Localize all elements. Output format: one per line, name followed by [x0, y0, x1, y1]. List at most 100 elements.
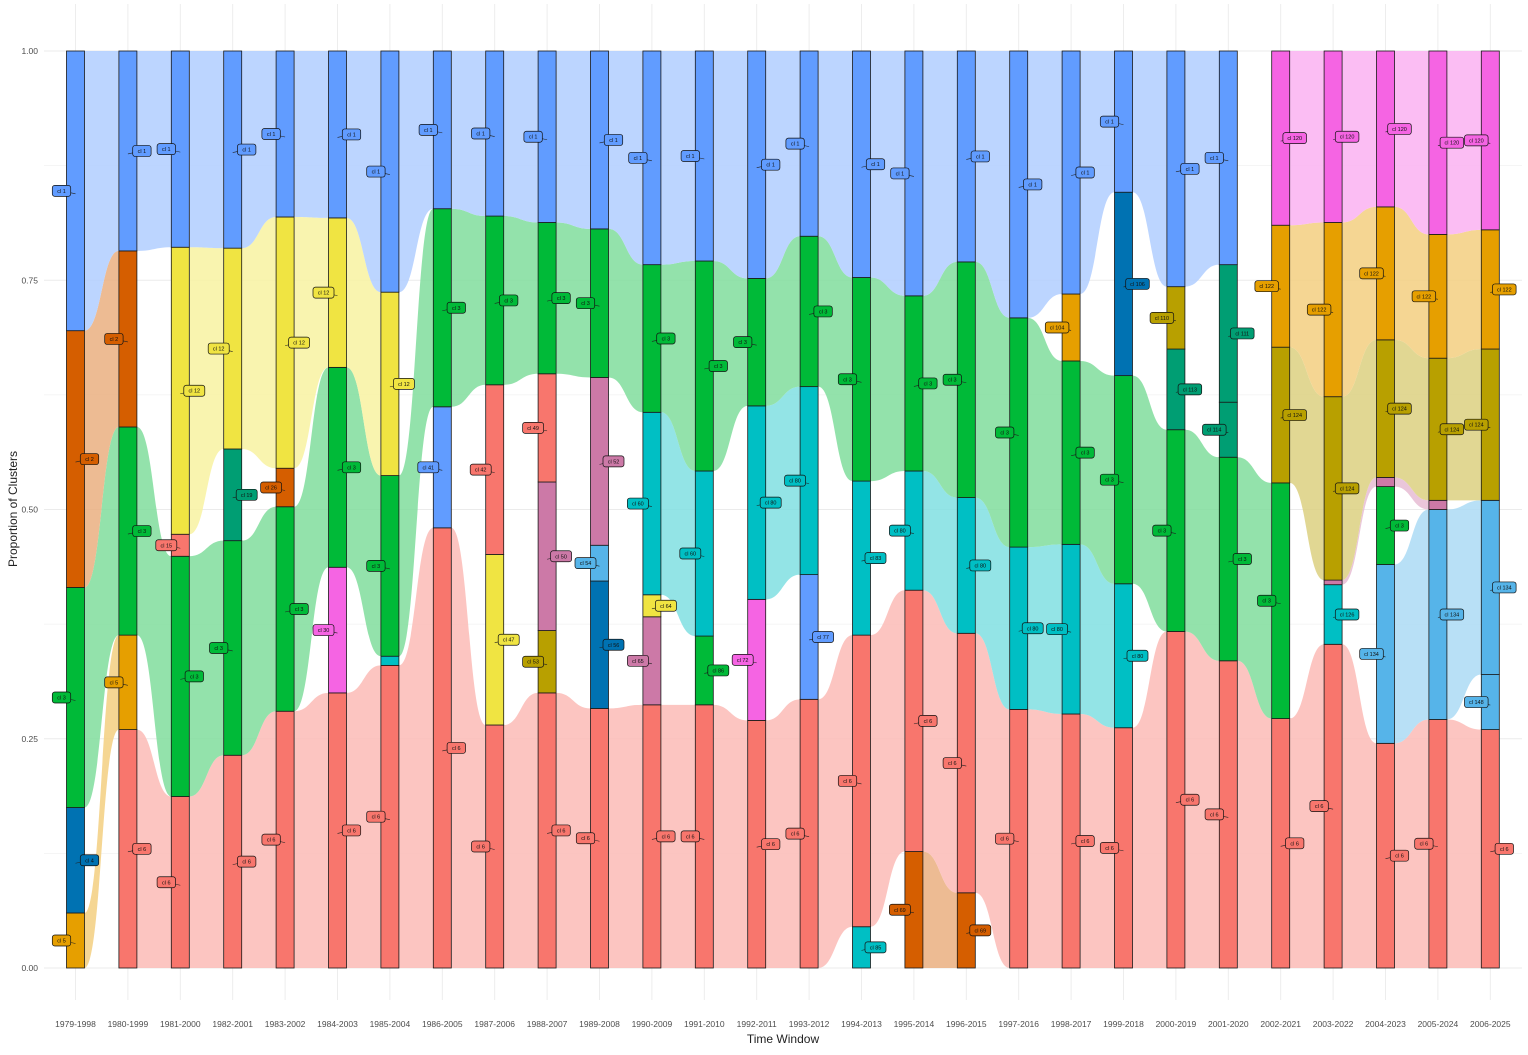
- stratum-label: cl 124: [1469, 423, 1484, 429]
- flow-cl-6: [1132, 631, 1167, 968]
- stratum-label-box: [1099, 473, 1120, 486]
- stratum-label: cl 69: [894, 908, 906, 914]
- stratum-label: cl 2: [85, 457, 94, 463]
- stratum-label: cl 60: [684, 552, 696, 558]
- stratum-label: cl 6: [686, 834, 695, 840]
- stratum-label: cl 6: [581, 836, 590, 842]
- flow-cl-6: [975, 633, 1010, 968]
- stratum-label-box: [759, 496, 782, 509]
- flow-cl-3: [346, 367, 381, 657]
- stratum-label-box: [1202, 423, 1227, 436]
- flow-cl-6: [660, 704, 696, 968]
- flow-cl-134: [1446, 500, 1482, 720]
- stratum-label: cl 1: [1186, 167, 1195, 173]
- flow-cl-6: [870, 590, 905, 927]
- flow-cl-122: [1394, 206, 1429, 359]
- stratum-label-box: [209, 642, 229, 654]
- flow-cl-6: [1027, 709, 1063, 968]
- stratum-label-box: [366, 560, 386, 572]
- stratum-label: cl 49: [527, 426, 539, 432]
- stratum-label-box: [1177, 383, 1203, 396]
- flow-cl-6: [451, 527, 486, 968]
- flow-cl-3: [189, 540, 224, 797]
- stratum-label: cl 1: [162, 147, 171, 153]
- flow-cl-69: [922, 851, 958, 968]
- x-tick-label: 1993-2012: [789, 1019, 830, 1029]
- stratum-label: cl 6: [1420, 842, 1429, 848]
- stratum-label: cl 60: [632, 502, 644, 508]
- label-layer: cl 5 cl 4 cl 3 cl 2 cl 1 cl 6 cl 5 cl 3 cl 2 cl 1…: [51, 115, 1517, 954]
- stratum-label-box: [446, 301, 466, 314]
- flow-cl-6: [765, 699, 801, 968]
- flow-cl-3: [241, 506, 277, 756]
- flow-cl-3: [556, 222, 591, 378]
- x-axis-title: Time Window: [747, 1032, 820, 1046]
- stratum-label: cl 1: [242, 148, 251, 154]
- stratum-label: cl 110: [1155, 316, 1169, 322]
- flow-cl-6: [346, 665, 381, 968]
- flow-cl-125: [1394, 477, 1429, 510]
- stratum-label: cl 3: [1395, 524, 1404, 530]
- flow-cl-1: [241, 51, 277, 249]
- flow-cl-120: [1342, 51, 1377, 223]
- stratum-label: cl 6: [948, 761, 957, 767]
- stratum-label-box: [1439, 608, 1465, 621]
- stratum-label: cl 3: [924, 381, 933, 387]
- stratum-label-box: [393, 378, 415, 390]
- stratum-label-box: [603, 134, 624, 146]
- flow-cl-6: [189, 755, 224, 968]
- stratum-label: cl 1: [1105, 120, 1114, 126]
- stratum-label: cl 111: [1235, 331, 1249, 337]
- stratum-label: cl 3: [1262, 599, 1271, 605]
- stratum-label-box: [602, 638, 625, 651]
- stratum-label: cl 6: [924, 719, 933, 725]
- stratum-label-box: [785, 827, 805, 840]
- stratum-label: cl 53: [527, 660, 539, 666]
- stratum-label-box: [969, 924, 992, 937]
- stratum-label-box: [1230, 327, 1255, 340]
- stratum-label-box: [417, 461, 440, 474]
- flow-cl-3: [1080, 360, 1115, 584]
- flow-cl-120: [1394, 51, 1429, 235]
- stratum-label-box: [1232, 553, 1252, 565]
- stratum-label: cl 56: [608, 643, 620, 649]
- stratum-label-box: [1492, 581, 1517, 594]
- stratum-label-box: [104, 333, 124, 345]
- stratum-label: cl 3: [452, 306, 461, 312]
- flow-cl-1: [1080, 51, 1115, 295]
- stratum-label-box: [418, 124, 438, 136]
- flow-cl-6: [1184, 631, 1220, 968]
- stratum-label: cl 1: [609, 138, 618, 144]
- stratum-label-box: [1126, 649, 1149, 662]
- stratum-label: cl 122: [1417, 294, 1432, 300]
- stratum-label: cl 120: [1287, 136, 1302, 142]
- flow-cl-6: [1342, 644, 1377, 968]
- stratum-label: cl 12: [293, 341, 305, 347]
- stratum-label: cl 122: [1312, 308, 1327, 314]
- stratum-label-box: [132, 145, 152, 157]
- flow-cl-3: [870, 277, 905, 482]
- flow-cl-6: [608, 704, 643, 968]
- stratum-label: cl 77: [817, 635, 829, 641]
- flow-layer: [84, 51, 1482, 968]
- stratum-label: cl 80: [894, 529, 906, 535]
- x-tick-label: 1994-2013: [841, 1019, 882, 1029]
- stratum-label: cl 6: [372, 815, 381, 821]
- stratum-label: cl 80: [1051, 627, 1063, 633]
- stratum-label-box: [156, 876, 176, 889]
- flow-cl-3: [136, 426, 172, 797]
- flow-cl-1: [189, 51, 224, 249]
- stratum-label: cl 1: [896, 171, 905, 177]
- stratum-label: cl 6: [1290, 841, 1299, 847]
- flow-cl-6: [1446, 719, 1482, 968]
- flow-cl-122: [1342, 206, 1377, 397]
- flow-cl-3: [818, 236, 853, 482]
- stratum-label: cl 3: [214, 646, 223, 652]
- flow-cl-6: [1289, 644, 1325, 968]
- stratum-label-box: [1414, 837, 1434, 850]
- stratum-label-box: [1389, 849, 1410, 862]
- stratum-label: cl 80: [765, 501, 777, 507]
- x-tick-label: 1996-2015: [946, 1019, 987, 1029]
